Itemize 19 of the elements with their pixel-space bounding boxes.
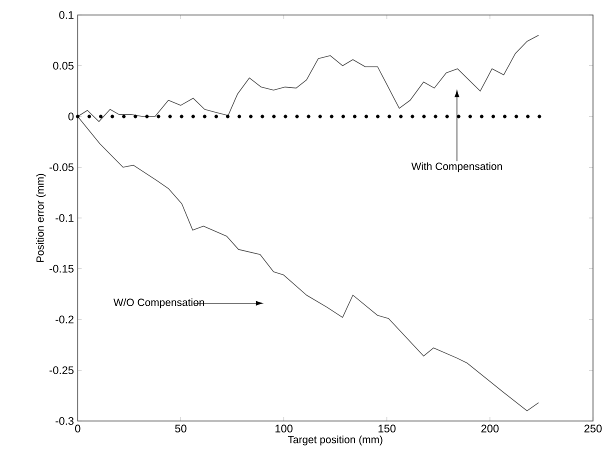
y-tick-label: -0.05 — [50, 163, 74, 172]
x-tick-label: 0 — [75, 424, 80, 432]
x-axis-title: Target position (mm) — [288, 436, 382, 446]
x-tick-label: 200 — [481, 424, 499, 432]
y-tick-label: -0.25 — [50, 366, 74, 374]
y-tick-label: 0 — [68, 112, 74, 120]
x-tick-label: 150 — [378, 424, 396, 432]
x-tick-label: 250 — [584, 424, 602, 432]
x-tick-label: 50 — [175, 424, 186, 432]
y-axis-title: Position error (mm) — [36, 174, 46, 262]
y-tick-label: -0.15 — [50, 264, 74, 273]
y-tick-label: -0.2 — [56, 316, 74, 324]
y-tick-label: 0.1 — [59, 11, 74, 19]
y-tick-label: -0.1 — [56, 214, 74, 222]
x-tick-label: 100 — [276, 424, 293, 432]
y-tick-label: 0.05 — [53, 62, 74, 70]
annotation: With Compensation — [411, 162, 502, 172]
annotation: W/O Compensation — [113, 298, 204, 308]
y-tick-label: -0.3 — [56, 417, 74, 425]
